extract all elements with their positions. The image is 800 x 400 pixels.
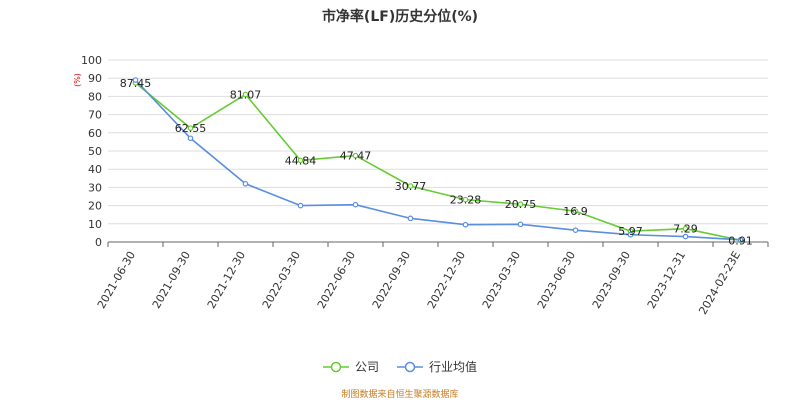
data-point [517,201,524,208]
x-tick-label: 2024-02-23E [696,249,743,317]
data-label: 44.84 [285,154,317,167]
source-note: 制图数据来自恒生聚源数据库 [341,390,459,400]
data-point [352,152,359,159]
data-label: 0.91 [728,234,753,247]
x-tick-label: 2021-06-30 [95,249,138,311]
x-tick-label: 2023-03-30 [480,249,523,311]
data-point [242,91,249,98]
series-line-industry [134,79,741,241]
x-tick-label: 2022-09-30 [370,249,413,311]
y-unit-label: (%) [73,73,82,87]
data-label: 30.77 [395,180,427,193]
y-tick-label: 70 [88,109,102,122]
data-point [462,196,469,203]
y-tick-label: 30 [88,181,102,194]
y-tick-label: 50 [88,145,102,158]
chart-title: 市净率(LF)历史分位(%) [321,9,479,25]
x-tick-label: 2022-12-30 [425,249,468,311]
data-point [572,227,579,233]
data-point [517,221,524,228]
y-tick-label: 60 [88,127,102,140]
data-label: 23.28 [450,194,482,207]
data-point [242,180,249,187]
legend-item-industry[interactable]: 行业均值 [397,358,477,375]
x-tick-label: 2023-06-30 [535,249,578,311]
data-point [627,231,634,238]
data-label: 62.55 [175,122,207,135]
x-tick-label: 2023-12-31 [645,249,688,311]
x-tick-label: 2023-09-30 [590,249,633,311]
y-tick-label: 80 [88,90,102,103]
data-point [407,183,414,189]
data-point [737,237,744,243]
y-tick-label: 90 [88,72,102,85]
data-label: 5.97 [618,225,643,238]
y-tick-label: 20 [88,200,102,213]
data-point [407,215,414,222]
x-tick-label: 2021-09-30 [150,249,193,311]
data-point [132,77,139,83]
x-tick-label: 2022-03-30 [260,249,303,311]
x-tick-label: 2022-06-30 [315,249,358,311]
legend: 公司 行业均值 [0,358,800,375]
data-point [572,208,579,215]
legend-company-icon [322,361,349,372]
y-tick-label: 0 [95,236,102,249]
legend-company-label: 公司 [354,360,379,374]
data-label: 20.75 [505,198,537,211]
data-point [682,225,689,232]
data-label: 7.29 [673,223,698,236]
data-point [187,135,194,142]
legend-industry-icon [397,361,423,372]
x-tick-label: 2021-12-30 [205,249,248,311]
data-point [462,221,469,228]
legend-industry-label: 行业均值 [429,360,478,374]
series-line-company [134,82,741,242]
data-label: 47.47 [340,150,372,163]
y-tick-label: 40 [88,163,102,176]
legend-item-company[interactable]: 公司 [322,358,379,375]
data-point [352,201,359,208]
data-label: 81.07 [230,88,262,101]
data-label: 87.45 [120,77,152,90]
data-point [187,125,194,131]
data-point [682,233,689,240]
data-point [297,157,304,164]
y-tick-label: 100 [81,54,102,67]
y-tick-label: 10 [88,218,102,231]
data-point [297,202,304,209]
data-label: 16.9 [563,205,588,218]
